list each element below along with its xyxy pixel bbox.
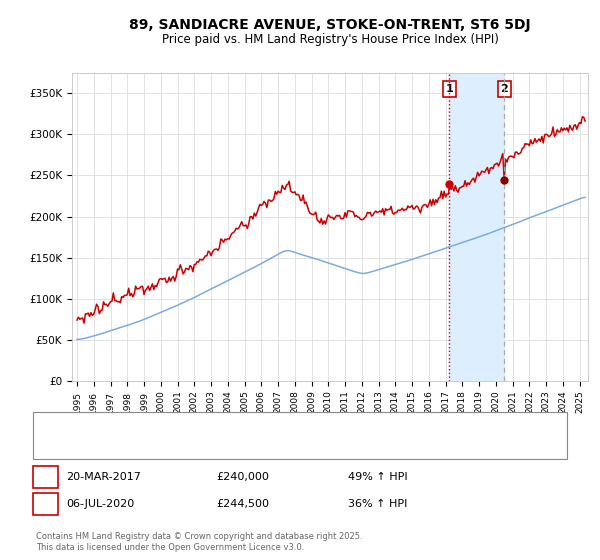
Text: 89, SANDIACRE AVENUE, STOKE-ON-TRENT, ST6 5DJ (detached house): 89, SANDIACRE AVENUE, STOKE-ON-TRENT, ST… bbox=[87, 419, 437, 430]
Text: £244,500: £244,500 bbox=[216, 499, 269, 509]
Text: £240,000: £240,000 bbox=[216, 472, 269, 482]
Text: Price paid vs. HM Land Registry's House Price Index (HPI): Price paid vs. HM Land Registry's House … bbox=[161, 32, 499, 46]
Text: 36% ↑ HPI: 36% ↑ HPI bbox=[348, 499, 407, 509]
Bar bbox=[449, 73, 505, 381]
Text: 2: 2 bbox=[42, 499, 49, 509]
Text: 20-MAR-2017: 20-MAR-2017 bbox=[66, 472, 141, 482]
Text: 06-JUL-2020: 06-JUL-2020 bbox=[66, 499, 134, 509]
Text: 1: 1 bbox=[445, 84, 453, 94]
Text: 89, SANDIACRE AVENUE, STOKE-ON-TRENT, ST6 5DJ: 89, SANDIACRE AVENUE, STOKE-ON-TRENT, ST… bbox=[129, 18, 531, 32]
Text: HPI: Average price, detached house, Stoke-on-Trent: HPI: Average price, detached house, Stok… bbox=[87, 437, 343, 447]
Text: 1: 1 bbox=[42, 472, 49, 482]
Text: 49% ↑ HPI: 49% ↑ HPI bbox=[348, 472, 407, 482]
Text: 2: 2 bbox=[500, 84, 508, 94]
Text: Contains HM Land Registry data © Crown copyright and database right 2025.
This d: Contains HM Land Registry data © Crown c… bbox=[36, 533, 362, 552]
